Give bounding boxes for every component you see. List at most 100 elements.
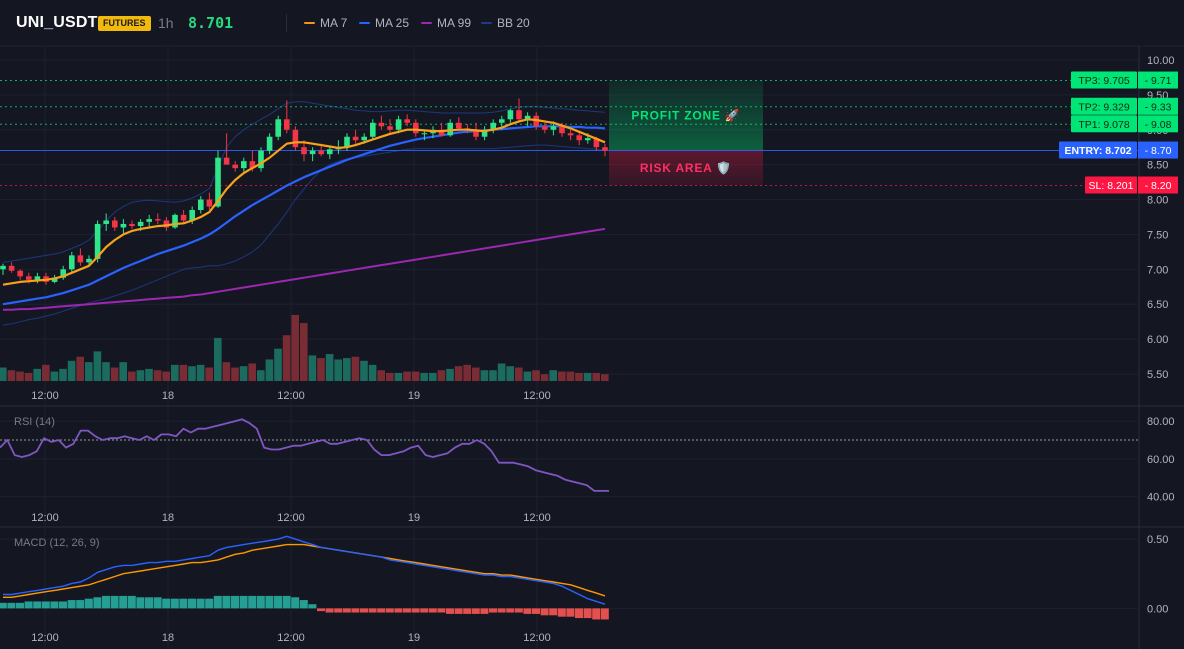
volume-bar bbox=[231, 367, 239, 381]
candle-body bbox=[0, 265, 6, 270]
macd-histogram-bar bbox=[360, 608, 368, 613]
volume-bar bbox=[411, 371, 420, 381]
y-tick-label: 8.50 bbox=[1147, 160, 1168, 172]
level-tag bbox=[1085, 176, 1137, 194]
candle-body bbox=[559, 126, 565, 134]
macd-histogram-bar bbox=[377, 608, 386, 613]
candle-body bbox=[8, 265, 15, 271]
x-tick-label: 19 bbox=[408, 512, 420, 524]
macd-histogram-bar bbox=[411, 608, 420, 613]
volume-bar bbox=[0, 367, 7, 381]
candle-body bbox=[146, 219, 152, 222]
macd-histogram-bar bbox=[575, 608, 583, 619]
candles bbox=[0, 98, 608, 285]
macd-line bbox=[3, 535, 606, 605]
candle-body bbox=[567, 133, 574, 136]
candle-body bbox=[284, 119, 290, 130]
y-tick-label: 0.50 bbox=[1147, 534, 1168, 546]
volume-bar bbox=[274, 348, 282, 381]
symbol-name[interactable]: UNI_USDT bbox=[16, 14, 98, 31]
volume-bar bbox=[265, 359, 274, 381]
legend-ma7[interactable]: MA 7 bbox=[304, 16, 347, 30]
volume-bar bbox=[42, 364, 50, 381]
candle-body bbox=[275, 119, 281, 137]
macd-histogram-bar bbox=[351, 608, 360, 613]
macd-histogram-bar bbox=[196, 598, 205, 609]
macd-histogram-bar bbox=[437, 608, 446, 613]
volume-bar bbox=[59, 368, 67, 381]
candle-body bbox=[198, 199, 204, 211]
volume-bar bbox=[153, 370, 162, 381]
volume-bar bbox=[446, 368, 454, 381]
candle-body bbox=[215, 157, 221, 207]
macd-histogram-bar bbox=[256, 595, 265, 609]
volume-bar bbox=[76, 356, 84, 381]
candle-body bbox=[223, 157, 230, 165]
macd-histogram-bar bbox=[179, 598, 188, 609]
volume-bar bbox=[351, 356, 360, 381]
legend-ma99-label: MA 99 bbox=[437, 16, 472, 30]
candle-body bbox=[86, 258, 92, 263]
level-axis-label: - 8.70 bbox=[1145, 145, 1172, 157]
bb20-swatch bbox=[481, 22, 492, 24]
volume-bar bbox=[558, 371, 566, 381]
candle-body bbox=[481, 129, 488, 137]
ma25-swatch bbox=[359, 22, 370, 24]
ma25-line bbox=[2, 125, 606, 306]
candle-body bbox=[395, 119, 402, 130]
macd-histogram-bar bbox=[308, 604, 317, 609]
volume-bar bbox=[394, 372, 403, 381]
macd-histogram-bar bbox=[471, 608, 480, 614]
volume-bar bbox=[343, 358, 351, 381]
macd-histogram-bar bbox=[334, 608, 343, 613]
volume-bar bbox=[601, 374, 609, 381]
legend-ma99[interactable]: MA 99 bbox=[421, 16, 471, 30]
volume-bar bbox=[300, 323, 308, 381]
macd-histogram-bar bbox=[592, 608, 601, 620]
candle-body bbox=[249, 161, 256, 169]
y-tick-label: 60.00 bbox=[1147, 454, 1175, 466]
level-axis-label: - 9.71 bbox=[1145, 75, 1172, 87]
x-tick-label: 12:00 bbox=[523, 390, 551, 402]
macd-histogram-bar bbox=[600, 608, 609, 620]
x-tick-label: 12:00 bbox=[277, 512, 305, 524]
volume-bar bbox=[566, 371, 575, 381]
macd-histogram-bar bbox=[583, 608, 592, 619]
volume-bar bbox=[575, 372, 583, 381]
volume-bar bbox=[16, 371, 24, 381]
y-tick-label: 6.50 bbox=[1147, 299, 1168, 311]
macd-histogram-bar bbox=[282, 595, 291, 609]
timeframe-selector[interactable]: 1h bbox=[158, 15, 174, 31]
candle-body bbox=[180, 214, 187, 221]
chart-header: UNI_USDT FUTURES 1h 8.701 MA 7 MA 25 MA … bbox=[0, 0, 1184, 46]
candle-body bbox=[593, 138, 600, 148]
level-tag bbox=[1071, 71, 1137, 89]
legend-bb20-label: BB 20 bbox=[497, 16, 530, 30]
candle-body bbox=[318, 150, 324, 155]
candle-body bbox=[34, 276, 41, 280]
x-tick-label: 18 bbox=[162, 390, 174, 402]
candle-body bbox=[378, 122, 385, 127]
level-tag-label: SL: 8.201 bbox=[1089, 180, 1134, 192]
level-tag bbox=[1071, 97, 1137, 115]
macd-histogram-bar bbox=[76, 600, 85, 609]
volume-bar bbox=[308, 355, 317, 381]
macd-histogram-bar bbox=[566, 608, 575, 617]
macd-histogram-bar bbox=[205, 598, 214, 609]
macd-histogram-bar bbox=[299, 600, 308, 609]
last-price: 8.701 bbox=[188, 14, 234, 32]
candle-body bbox=[17, 270, 23, 277]
candle-body bbox=[266, 136, 273, 151]
volume-bar bbox=[386, 372, 394, 381]
macd-histogram-bar bbox=[523, 608, 532, 614]
legend-bb20[interactable]: BB 20 bbox=[481, 16, 530, 30]
volume-bar bbox=[472, 367, 480, 381]
macd-histogram-bar bbox=[59, 601, 67, 609]
legend-ma25[interactable]: MA 25 bbox=[359, 16, 409, 30]
macd-histogram-bar bbox=[136, 597, 145, 609]
candle-body bbox=[309, 150, 316, 155]
macd-histogram-bar bbox=[50, 601, 59, 609]
candle-body bbox=[163, 220, 170, 228]
macd-histogram-bar bbox=[463, 608, 472, 614]
